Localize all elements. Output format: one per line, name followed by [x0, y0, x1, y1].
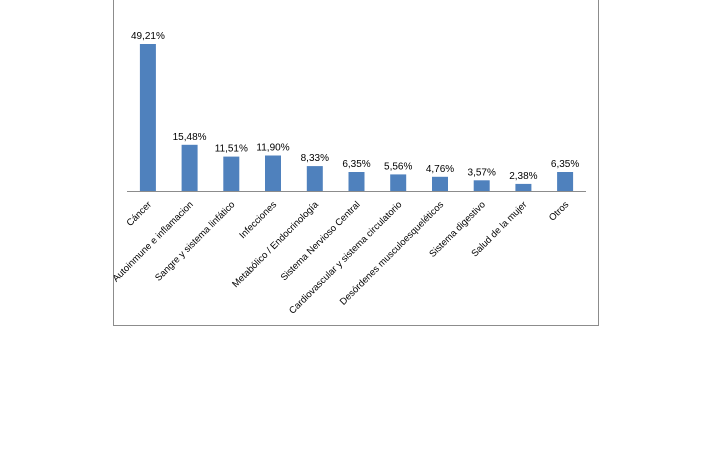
bar-8: [473, 180, 490, 191]
bar-5: [348, 172, 365, 191]
data-label-10: 6,35%: [551, 159, 579, 170]
category-label-3: Infecciones: [237, 199, 279, 241]
data-label-3: 11,90%: [256, 143, 289, 154]
category-label-1: Autoinmune e inflamacion: [111, 199, 196, 284]
bar-6: [390, 174, 407, 191]
bar-7: [432, 176, 448, 191]
bar-1: [181, 144, 198, 191]
bar-2: [223, 156, 240, 191]
category-label-10: Otros: [547, 199, 571, 223]
data-label-9: 2,38%: [509, 171, 537, 182]
data-label-8: 3,57%: [468, 167, 496, 178]
category-label-5: Sistema Nervioso Central: [279, 199, 363, 283]
bar-10: [557, 172, 574, 191]
data-label-6: 5,56%: [384, 161, 412, 172]
category-label-4: Metabólico / Endocrinología: [230, 199, 321, 290]
data-label-7: 4,76%: [426, 164, 454, 175]
category-label-0: Cáncer: [125, 199, 154, 228]
data-label-1: 15,48%: [173, 132, 207, 143]
bar-4: [306, 166, 323, 191]
data-labels-group: 49,21% 15,48% 11,51% 11,90% 8,33% 6,35% 5,56% 4…: [131, 31, 579, 182]
bar-0: [139, 44, 156, 191]
data-label-4: 8,33%: [301, 153, 329, 164]
data-label-0: 49,21%: [131, 31, 165, 42]
bars-group: [139, 44, 574, 191]
data-label-5: 6,35%: [342, 159, 370, 170]
category-label-2: Sangre y sistema linfático: [153, 199, 237, 283]
data-label-2: 11,51%: [215, 144, 248, 155]
bar-3: [265, 155, 281, 191]
bar-9: [515, 183, 532, 191]
